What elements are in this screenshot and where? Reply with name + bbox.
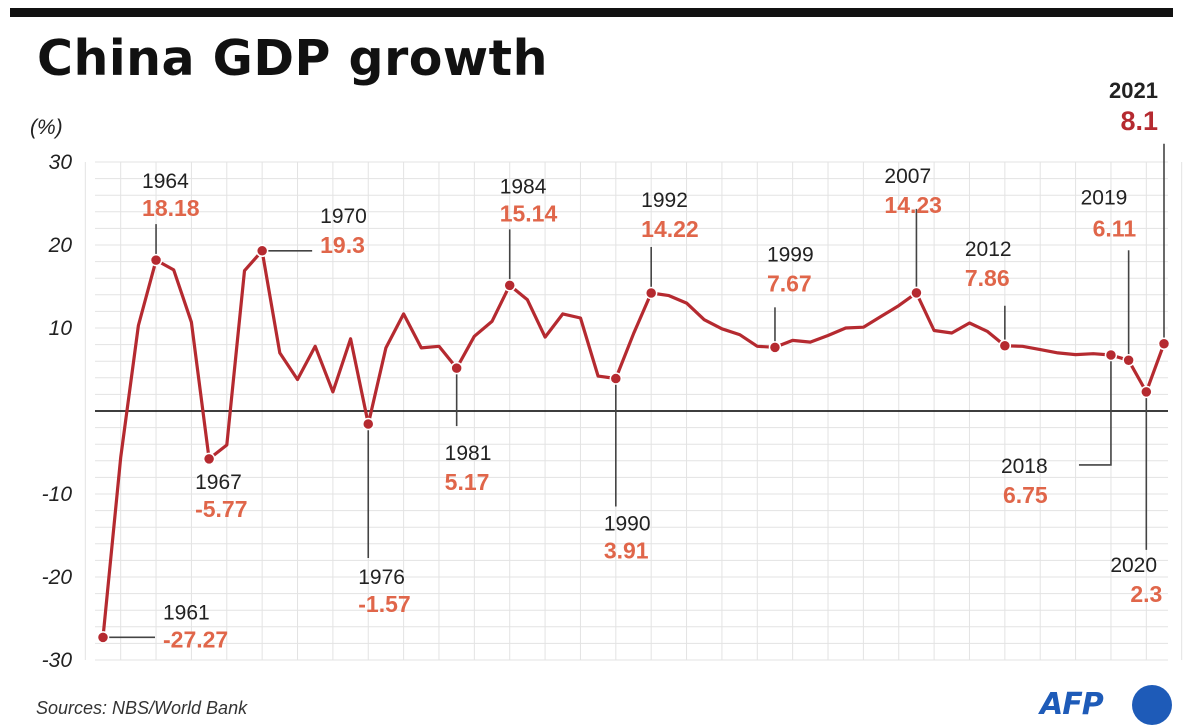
source-note: Sources: NBS/World Bank (36, 698, 248, 718)
y-tick-label: -30 (42, 649, 73, 672)
point-1981 (450, 361, 463, 375)
gdp-growth-line (101, 249, 1166, 638)
annotation-year-2012: 2012 (965, 238, 1012, 261)
annotation-value-1964: 18.18 (142, 195, 200, 221)
annotation-value-2012: 7.86 (965, 265, 1010, 291)
annotation-year-2019: 2019 (1081, 186, 1128, 209)
y-tick-label: -10 (42, 483, 73, 506)
point-2018 (1104, 348, 1118, 362)
annotation-year-1999: 1999 (767, 243, 814, 266)
annotation-year-1992: 1992 (641, 189, 688, 212)
annotation-value-1990: 3.91 (604, 538, 649, 564)
afp-logo: AFP (1040, 685, 1175, 725)
annotation-value-2020: 2.3 (1130, 581, 1162, 607)
top-rule (10, 8, 1173, 17)
annotation-year-2021: 2021 (1109, 78, 1158, 103)
annotation-leaders (103, 143, 1165, 639)
annotation-year-1967: 1967 (195, 471, 242, 494)
y-tick-label: 20 (48, 234, 73, 257)
afp-logo-text: AFP (1040, 687, 1104, 722)
grid (84, 161, 1183, 661)
annotation-value-1967: -5.77 (195, 496, 247, 522)
highlight-points (96, 244, 1171, 644)
series-line-layer (101, 249, 1166, 638)
annotation-value-2019: 6.11 (1093, 215, 1137, 241)
annotation-year-2007: 2007 (884, 165, 931, 188)
annotation-value-1999: 7.67 (767, 270, 812, 296)
chart-title: China GDP growth (37, 30, 548, 87)
point-2007 (910, 286, 923, 300)
axes: 30 20 10 -10 -20 -30 (42, 151, 1168, 672)
point-1984 (503, 279, 516, 292)
annotation-year-1970: 1970 (320, 205, 367, 228)
point-1999 (768, 341, 782, 354)
annotation-value-1981: 5.17 (445, 469, 490, 495)
annotation-year-2018: 2018 (1001, 455, 1048, 478)
annotation-year-1961: 1961 (163, 601, 210, 624)
point-1992 (644, 286, 658, 300)
y-tick-label: -20 (42, 566, 73, 589)
leader-line-2018 (1078, 354, 1112, 466)
y-axis-unit-label: (%) (30, 116, 63, 139)
point-2021 (1157, 337, 1171, 351)
y-tick-label: 30 (49, 151, 73, 174)
point-1990 (609, 372, 623, 385)
annotation-value-1961: -27.27 (163, 626, 228, 652)
annotation-year-1964: 1964 (142, 170, 189, 193)
annotation-year-1984: 1984 (500, 175, 547, 198)
annotation-year-1976: 1976 (358, 566, 405, 589)
point-2019 (1122, 354, 1135, 367)
point-1976 (362, 417, 375, 431)
point-2020 (1140, 385, 1153, 399)
annotation-value-2018: 6.75 (1003, 482, 1048, 508)
annotation-value-2021: 8.1 (1120, 106, 1158, 136)
annotation-value-1970: 19.3 (320, 232, 365, 258)
annotation-year-2020: 2020 (1110, 554, 1157, 577)
afp-logo-dot (1132, 685, 1172, 725)
annotation-value-1976: -1.57 (358, 591, 410, 617)
point-1967 (202, 452, 216, 466)
point-1964 (149, 253, 163, 267)
point-1961 (96, 631, 110, 644)
annotation-year-1981: 1981 (445, 442, 492, 465)
annotation-year-1990: 1990 (604, 513, 651, 536)
y-tick-label: 10 (49, 317, 73, 340)
annotation-value-1992: 14.22 (641, 216, 699, 242)
annotation-value-2007: 14.23 (884, 192, 942, 218)
point-1970 (255, 244, 269, 258)
point-2012 (998, 339, 1012, 353)
annotation-value-1984: 15.14 (500, 200, 558, 226)
